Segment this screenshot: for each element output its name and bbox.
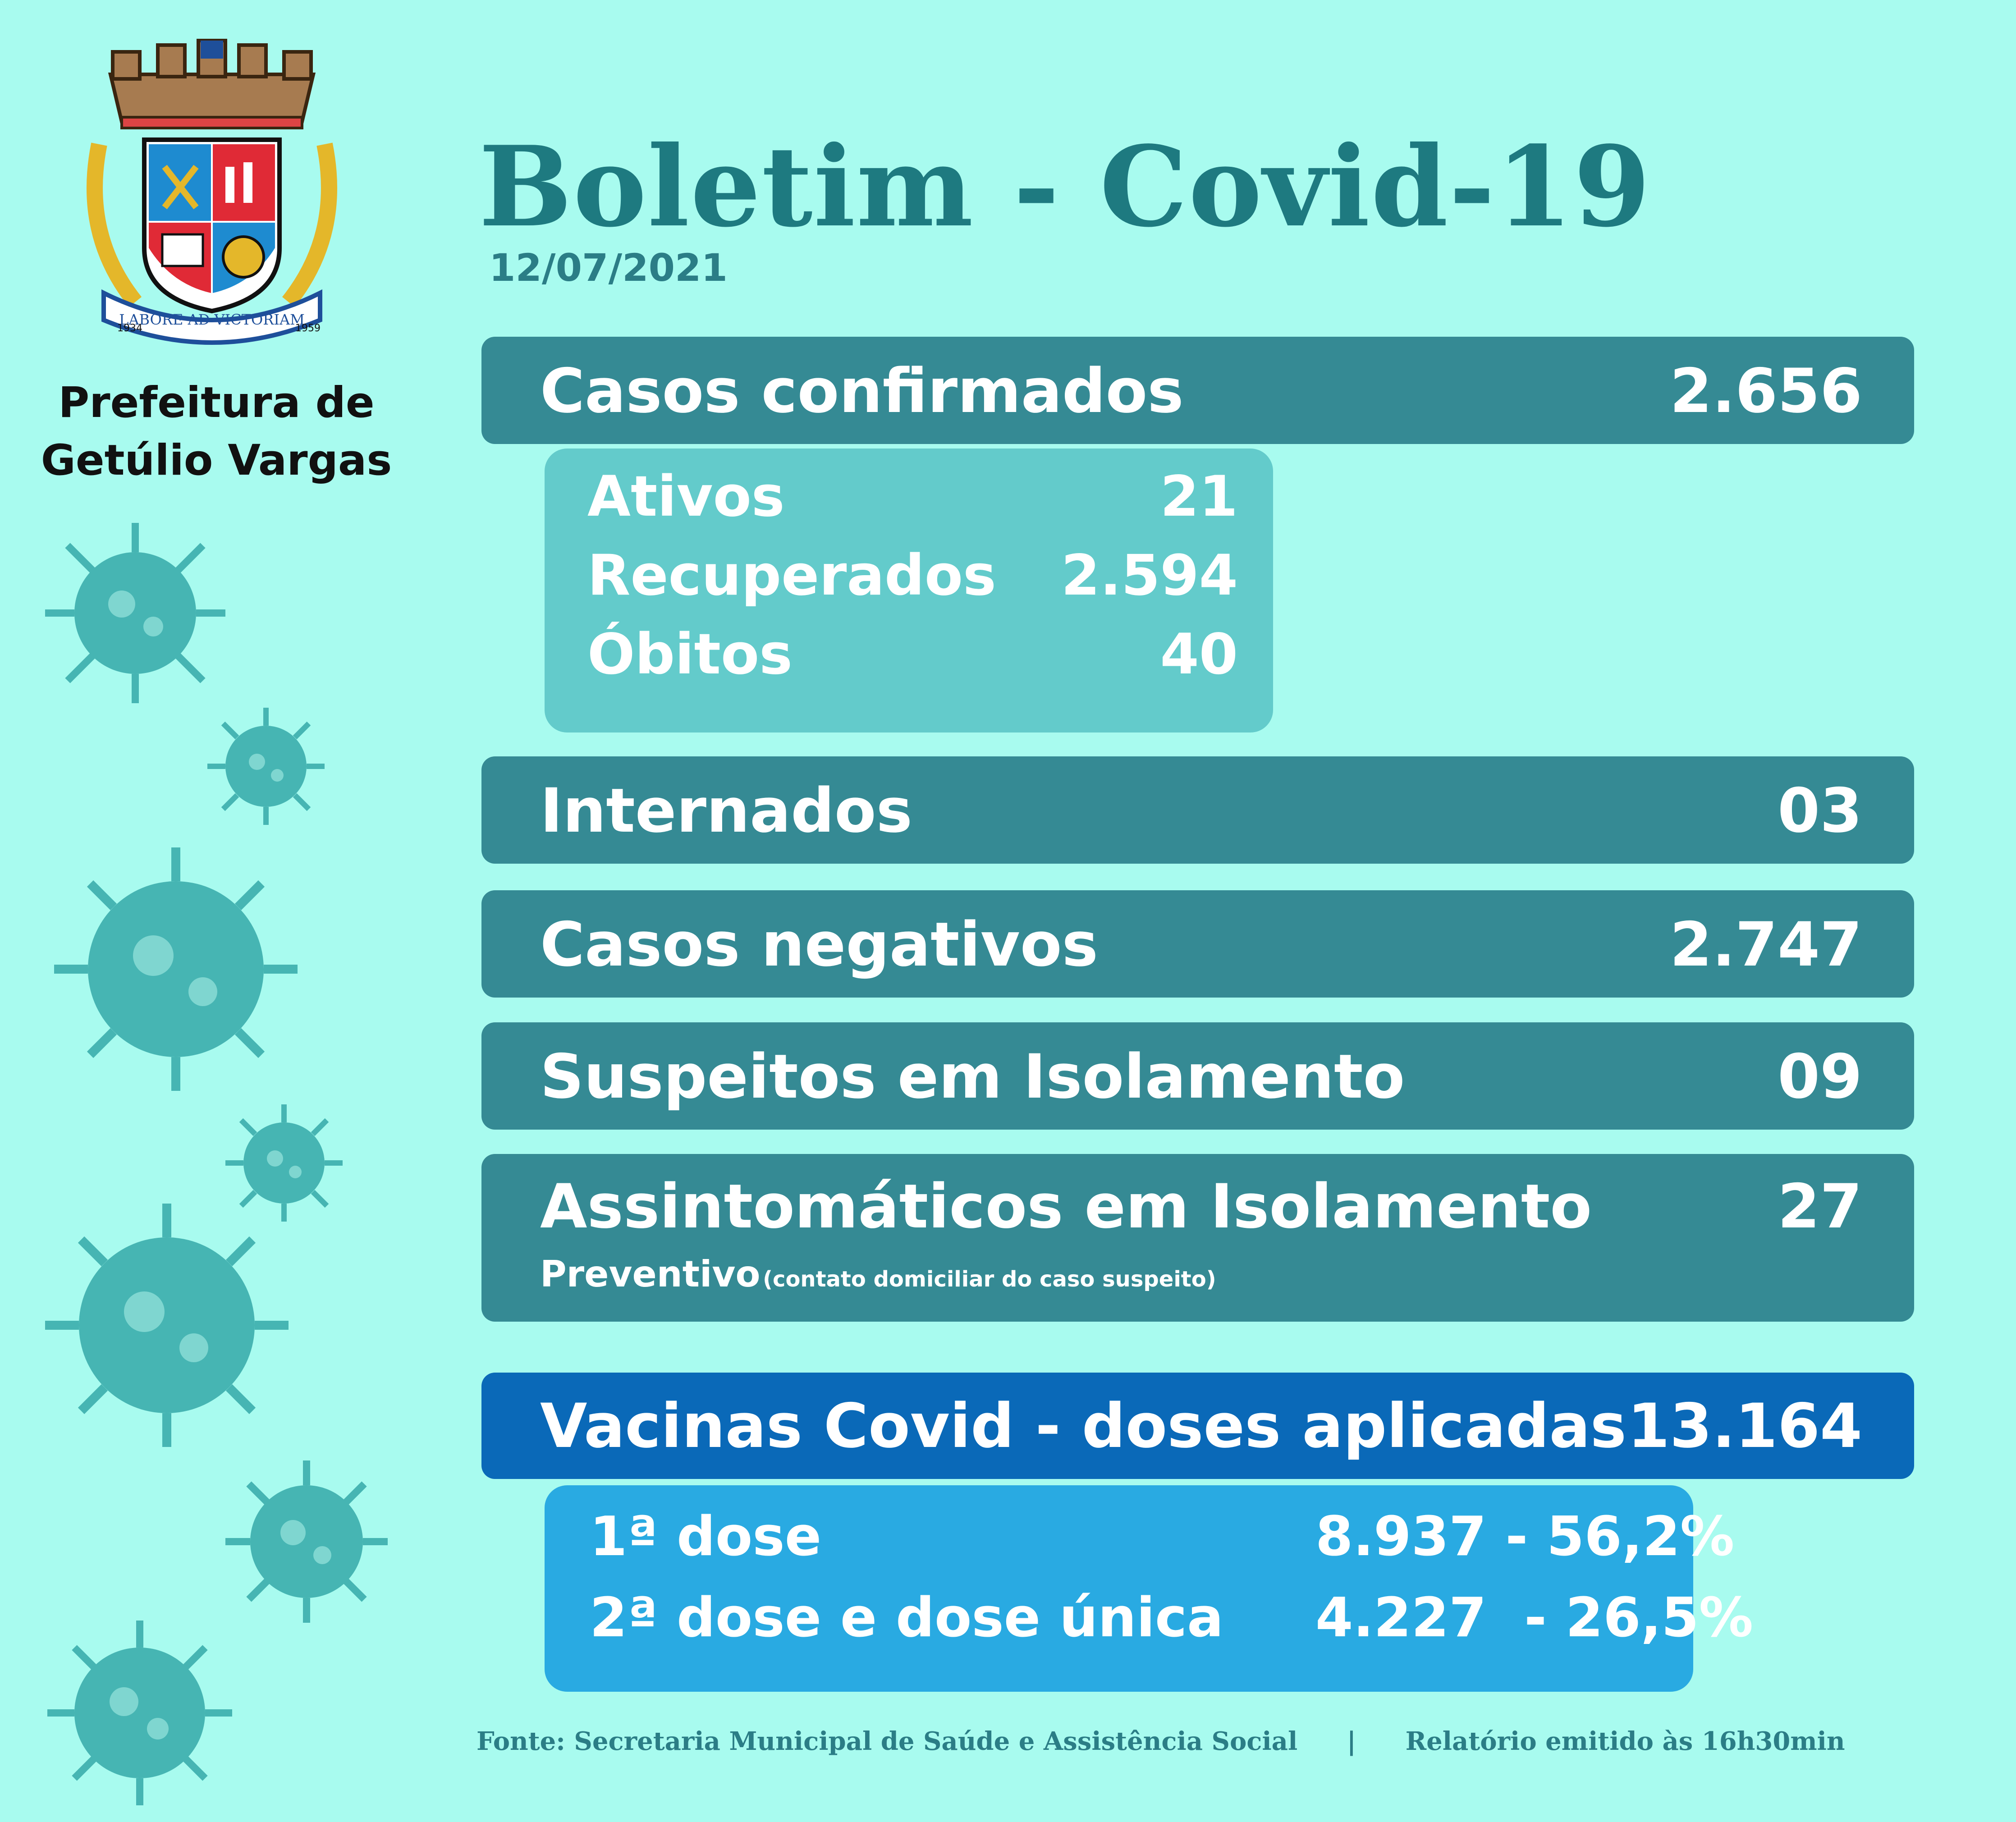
active-label: Ativos (587, 464, 785, 529)
recovered-label: Recuperados (587, 543, 996, 608)
virus-icon (207, 708, 325, 825)
footer: Fonte: Secretaria Municipal de Saúde e A… (477, 1726, 1845, 1756)
virus-icon (47, 1621, 232, 1805)
vaccines-value: 13.164 (1627, 1391, 1862, 1461)
virus-icon (45, 1204, 289, 1447)
asymptomatic-sublabel: Preventivo (540, 1253, 761, 1295)
vaccines-label: Vacinas Covid - doses aplicadas (540, 1391, 1627, 1461)
hospitalized-label: Internados (540, 775, 912, 846)
virus-icon (225, 1460, 388, 1623)
bulletin-date: 12/07/2021 (489, 246, 728, 290)
second-dose-label: 2ª dose e dose única (590, 1587, 1224, 1649)
confirmed-cases-label: Casos confirmados (540, 356, 1184, 426)
page-title: Boletim - Covid-19 (479, 122, 1651, 252)
first-dose-value: 8.937 - 56,2% (1315, 1506, 1735, 1568)
active-value: 21 (1160, 464, 1238, 529)
breakdown-row-active: Ativos 21 (587, 464, 1238, 543)
coat-of-arms-motto: LABORE AD VICTORIAM (119, 311, 305, 328)
breakdown-row-deaths: Óbitos 40 (587, 622, 1238, 701)
coat-of-arms-year-left: 1934 (117, 323, 142, 334)
second-dose-value: 4.227 - 26,5% (1315, 1587, 1754, 1649)
negative-cases-label: Casos negativos (540, 909, 1098, 980)
vaccines-bar: Vacinas Covid - doses aplicadas 13.164 (481, 1373, 1914, 1479)
breakdown-row-recovered: Recuperados 2.594 (587, 543, 1238, 622)
asymptomatic-isolation-label: Assintomáticos em Isolamento (540, 1171, 1592, 1242)
cases-breakdown-panel: Ativos 21 Recuperados 2.594 Óbitos 40 (545, 449, 1273, 732)
virus-icon (225, 1104, 343, 1222)
suspected-isolation-label: Suspeitos em Isolamento (540, 1041, 1405, 1112)
vaccine-doses-panel: 1ª dose 8.937 - 56,2% 2ª dose e dose úni… (545, 1485, 1753, 1692)
recovered-value: 2.594 (1061, 543, 1238, 608)
municipality-name: Prefeitura de Getúlio Vargas (36, 374, 397, 490)
deaths-label: Óbitos (587, 622, 793, 687)
suspected-isolation-bar: Suspeitos em Isolamento 09 (481, 1022, 1914, 1130)
asymptomatic-isolation-value: 27 (1778, 1171, 1862, 1242)
footer-report-time: Relatório emitido às 16h30min (1405, 1726, 1845, 1756)
confirmed-cases-value: 2.656 (1669, 356, 1862, 426)
hospitalized-value: 03 (1778, 775, 1862, 846)
coat-of-arms-year-right: 1959 (295, 323, 321, 334)
negative-cases-value: 2.747 (1669, 909, 1862, 980)
negative-cases-bar: Casos negativos 2.747 (481, 890, 1914, 998)
footer-separator: | (1347, 1726, 1356, 1756)
hospitalized-bar: Internados 03 (481, 756, 1914, 864)
virus-icon (54, 847, 298, 1091)
asymptomatic-isolation-bar: Assintomáticos em Isolamento 27 Preventi… (481, 1154, 1914, 1322)
municipality-line1: Prefeitura de (58, 378, 375, 427)
asymptomatic-note: (contato domiciliar do caso suspeito) (763, 1267, 1216, 1292)
virus-icon (45, 523, 225, 703)
footer-source: Fonte: Secretaria Municipal de Saúde e A… (477, 1726, 1298, 1756)
suspected-isolation-value: 09 (1778, 1041, 1862, 1112)
first-dose-label: 1ª dose (590, 1506, 822, 1568)
confirmed-cases-bar: Casos confirmados 2.656 (481, 337, 1914, 444)
deaths-value: 40 (1160, 622, 1238, 687)
coat-of-arms-icon: LABORE AD VICTORIAM 1934 1959 (68, 32, 356, 356)
municipality-line2: Getúlio Vargas (41, 436, 392, 485)
